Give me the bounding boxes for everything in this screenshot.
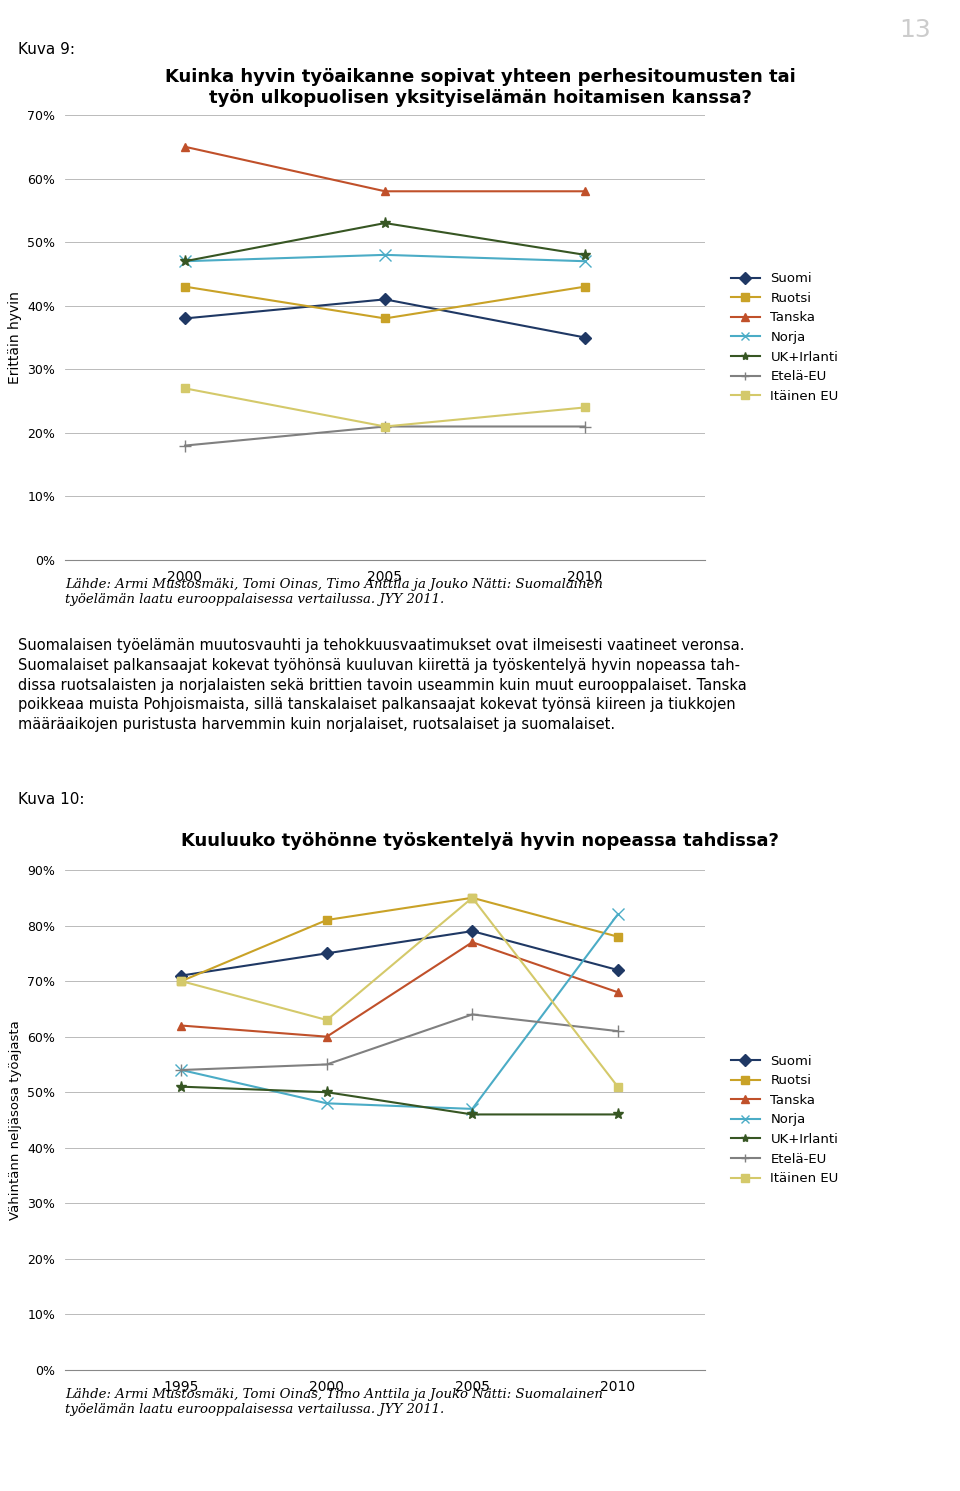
Ruotsi — [579, 277, 590, 295]
Norja — [180, 252, 191, 270]
Tanska — [321, 1027, 332, 1045]
Legend: Suomi, Ruotsi, Tanska, Norja, UK+Irlanti, Etelä-EU, Itäinen EU: Suomi, Ruotsi, Tanska, Norja, UK+Irlanti… — [731, 1054, 839, 1185]
Suomi — [321, 944, 332, 962]
Tanska — [612, 983, 623, 1000]
UK+Irlanti — [321, 1084, 332, 1102]
Text: Kuuluuko työhönne työskentelyä hyvin nopeassa tahdissa?: Kuuluuko työhönne työskentelyä hyvin nop… — [181, 832, 779, 850]
Tanska — [467, 933, 478, 951]
Suomi — [579, 328, 590, 346]
Itäinen EU — [467, 889, 478, 907]
Line: Suomi: Suomi — [178, 927, 622, 980]
Line: Etelä-EU: Etelä-EU — [176, 1009, 623, 1075]
Line: Itäinen EU: Itäinen EU — [180, 385, 589, 431]
Line: Norja: Norja — [180, 249, 590, 267]
Line: Ruotsi: Ruotsi — [178, 893, 622, 986]
Text: 13: 13 — [900, 18, 931, 42]
Etelä-EU — [379, 417, 391, 435]
Itäinen EU — [180, 379, 191, 397]
Legend: Suomi, Ruotsi, Tanska, Norja, UK+Irlanti, Etelä-EU, Itäinen EU: Suomi, Ruotsi, Tanska, Norja, UK+Irlanti… — [731, 273, 839, 403]
Etelä-EU — [321, 1056, 332, 1074]
Text: Kuinka hyvin työaikanne sopivat yhteen perhesitoumusten tai
työn ulkopuolisen yk: Kuinka hyvin työaikanne sopivat yhteen p… — [164, 69, 796, 107]
Itäinen EU — [176, 972, 187, 990]
Text: Kuva 10:: Kuva 10: — [18, 792, 84, 807]
UK+Irlanti — [176, 1078, 187, 1096]
Ruotsi — [379, 310, 391, 328]
Y-axis label: Vähintänn neljäsosa työajasta: Vähintänn neljäsosa työajasta — [9, 1020, 22, 1220]
Suomi — [180, 310, 191, 328]
UK+Irlanti — [379, 215, 391, 233]
Text: Kuva 9:: Kuva 9: — [18, 42, 75, 57]
Norja — [467, 1100, 478, 1118]
Line: Etelä-EU: Etelä-EU — [180, 420, 590, 452]
Tanska — [579, 182, 590, 200]
Etelä-EU — [176, 1062, 187, 1079]
Itäinen EU — [612, 1078, 623, 1096]
Tanska — [180, 137, 191, 155]
Line: Tanska: Tanska — [180, 143, 589, 195]
Itäinen EU — [379, 417, 391, 435]
Norja — [579, 252, 590, 270]
UK+Irlanti — [579, 246, 590, 264]
Line: Norja: Norja — [176, 910, 623, 1114]
Ruotsi — [467, 889, 478, 907]
Tanska — [379, 182, 391, 200]
Line: Suomi: Suomi — [180, 295, 589, 341]
Y-axis label: Erittäin hyvin: Erittäin hyvin — [8, 291, 22, 385]
Ruotsi — [321, 911, 332, 929]
Text: Suomalaisen työelämän muutosvauhti ja tehokkuusvaatimukset ovat ilmeisesti vaati: Suomalaisen työelämän muutosvauhti ja te… — [18, 638, 747, 732]
Line: UK+Irlanti: UK+Irlanti — [176, 1081, 623, 1120]
Norja — [612, 905, 623, 923]
UK+Irlanti — [180, 252, 191, 270]
Tanska — [176, 1017, 187, 1035]
Line: Itäinen EU: Itäinen EU — [178, 893, 622, 1091]
UK+Irlanti — [467, 1105, 478, 1123]
Ruotsi — [176, 972, 187, 990]
Line: Ruotsi: Ruotsi — [180, 282, 589, 322]
Line: Tanska: Tanska — [178, 938, 622, 1041]
Line: UK+Irlanti: UK+Irlanti — [180, 218, 590, 267]
Norja — [379, 246, 391, 264]
Etelä-EU — [612, 1023, 623, 1041]
Etelä-EU — [467, 1005, 478, 1023]
Ruotsi — [180, 277, 191, 295]
Suomi — [467, 921, 478, 939]
Itäinen EU — [579, 398, 590, 416]
Ruotsi — [612, 927, 623, 945]
Etelä-EU — [579, 417, 590, 435]
Norja — [176, 1062, 187, 1079]
Itäinen EU — [321, 1011, 332, 1029]
Suomi — [379, 291, 391, 309]
Norja — [321, 1094, 332, 1112]
Text: Lähde: Armi Mustosmäki, Tomi Oinas, Timo Anttila ja Jouko Nätti: Suomalainen
työ: Lähde: Armi Mustosmäki, Tomi Oinas, Timo… — [65, 1388, 603, 1416]
Suomi — [176, 966, 187, 984]
Etelä-EU — [180, 437, 191, 455]
Text: Lähde: Armi Mustosmäki, Tomi Oinas, Timo Anttila ja Jouko Nätti: Suomalainen
työ: Lähde: Armi Mustosmäki, Tomi Oinas, Timo… — [65, 579, 603, 605]
UK+Irlanti — [612, 1105, 623, 1123]
Suomi — [612, 962, 623, 980]
